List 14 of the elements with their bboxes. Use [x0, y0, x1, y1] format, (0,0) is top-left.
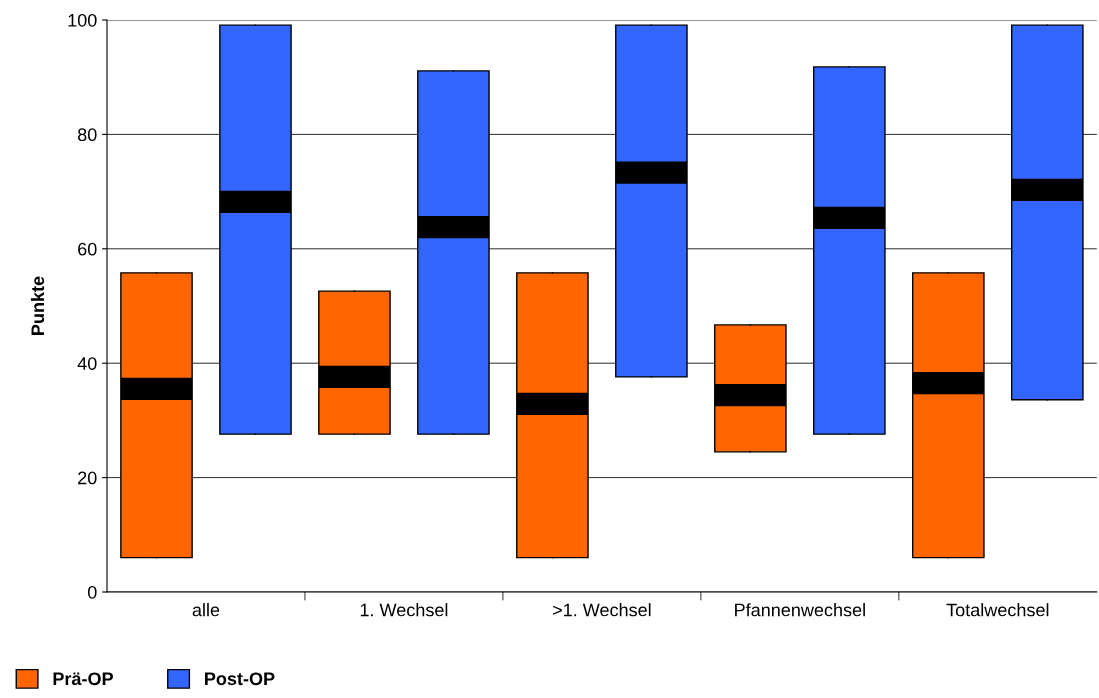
x-tick-label: alle [192, 603, 220, 617]
y-tick-label: 60 [78, 242, 97, 256]
legend-label: Post-OP [205, 672, 275, 686]
y-tick-label: 0 [87, 585, 97, 599]
x-tick-label: >1. Wechsel [553, 603, 651, 617]
x-tick-label: Totalwechsel [946, 603, 1049, 617]
y-tick-label: 100 [68, 13, 97, 27]
legend-label: Prä-OP [53, 672, 113, 686]
y-axis-title: Punkte [30, 276, 45, 335]
y-tick-label: 20 [78, 471, 97, 485]
y-tick-label: 40 [77, 357, 97, 370]
y-tick-label: 80 [77, 128, 97, 142]
x-tick-label: Pfannenwechsel [735, 603, 865, 617]
x-tick-label: 1. Wechsel [360, 603, 448, 617]
